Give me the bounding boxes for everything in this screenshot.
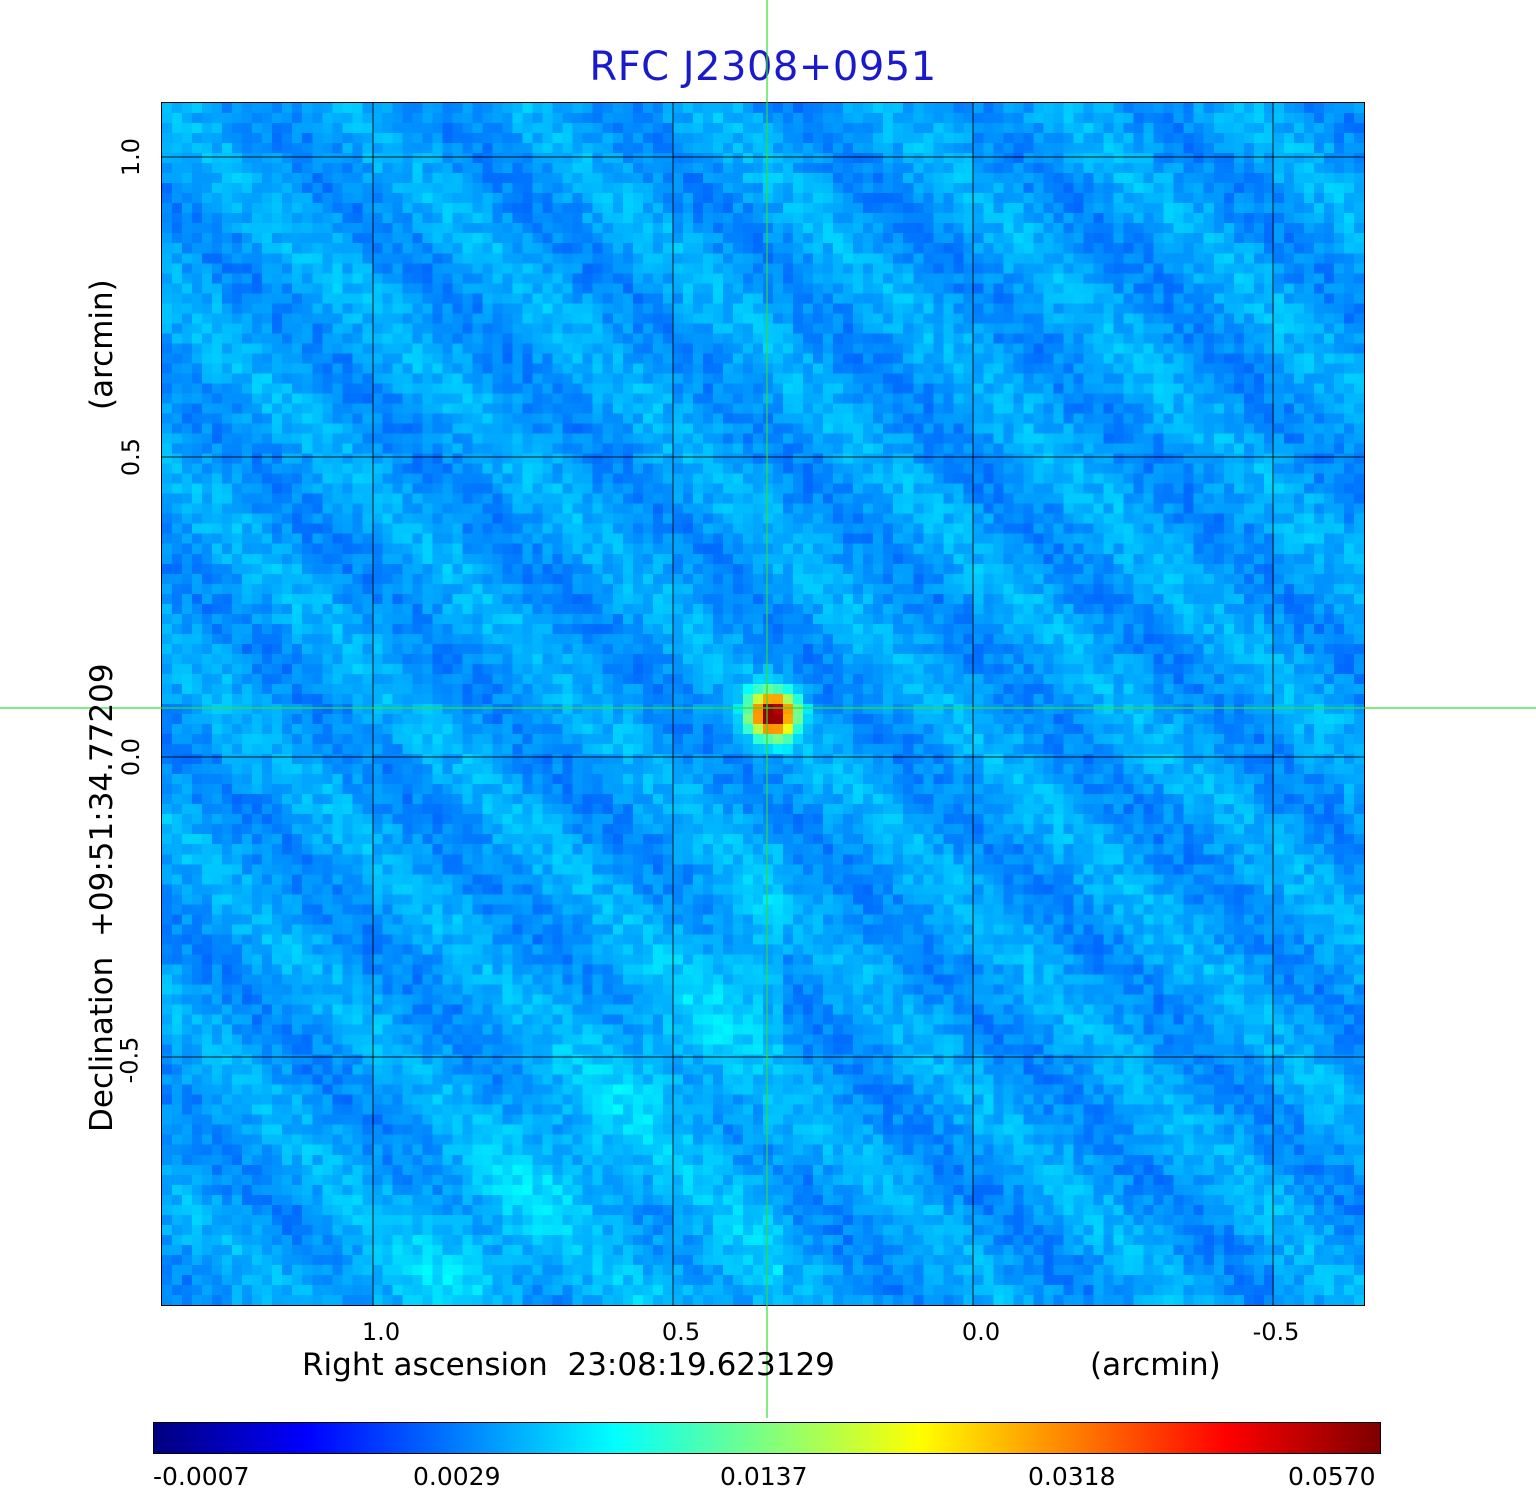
x-axis-label: Right ascension 23:08:19.623129 <box>302 1347 835 1383</box>
x-tick-label: 1.0 <box>361 1318 401 1346</box>
image-frame <box>161 102 1365 1306</box>
y-tick-label: 0.0 <box>117 737 146 777</box>
y-axis-label: Declination +09:51:34.77209 <box>84 663 120 1132</box>
colorbar <box>153 1422 1381 1454</box>
x-tick-label: -0.5 <box>1252 1318 1300 1346</box>
colorbar-tick-label: 0.0570 <box>1288 1462 1376 1491</box>
colorbar-tick-label: 0.0318 <box>1028 1462 1116 1491</box>
radio-map-image[interactable] <box>162 103 1364 1305</box>
x-axis-unit: (arcmin) <box>1090 1347 1221 1383</box>
colorbar-tick-label: 0.0137 <box>720 1462 808 1491</box>
colorbar-tick-label: -0.0007 <box>153 1462 250 1491</box>
x-tick-label: 0.5 <box>661 1318 701 1346</box>
y-axis-unit: (arcmin) <box>84 279 120 410</box>
image-title: RFC J2308+0951 <box>589 44 937 90</box>
y-tick-label: 0.5 <box>117 437 146 477</box>
y-tick-label: 1.0 <box>117 137 146 177</box>
colorbar-tick-label: 0.0029 <box>413 1462 501 1491</box>
x-tick-label: 0.0 <box>961 1318 1001 1346</box>
